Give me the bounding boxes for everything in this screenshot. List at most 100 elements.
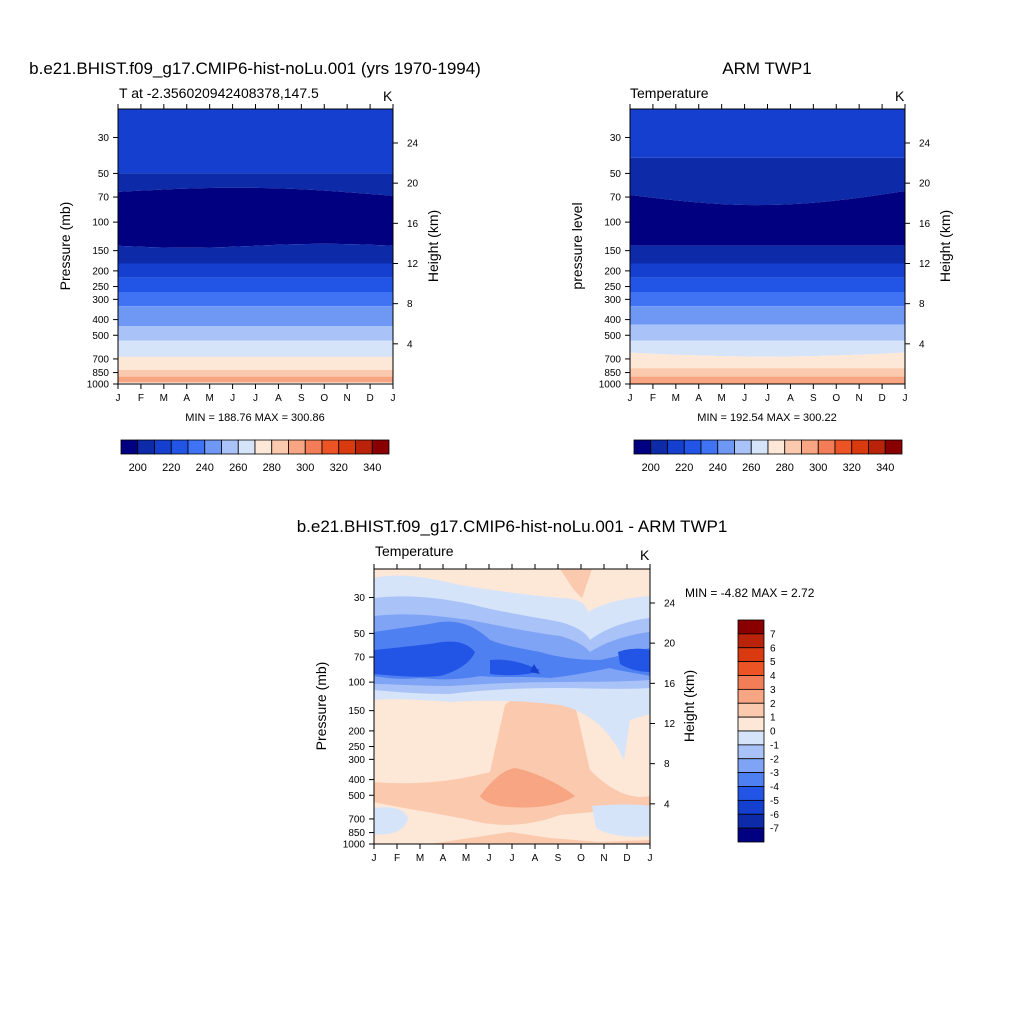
diff-colorbar-label: -5 [770,796,779,807]
y-tick-label: 700 [348,814,365,825]
panel-obs-ylabel-right: Height (km) [937,210,953,282]
diff-colorbar-swatch [737,730,765,746]
y-tick-label: 700 [604,354,621,365]
diff-colorbar-label: 3 [770,685,776,696]
contour-band [630,191,905,246]
y-right-tick-label: 8 [407,299,413,310]
x-tick-label: S [298,393,305,404]
colorbar-label: 220 [675,462,693,474]
diff-colorbar-swatch [737,744,765,760]
colorbar-swatch [667,439,685,455]
contour-band [630,352,905,369]
y-tick-label: 100 [348,678,365,689]
colorbar-swatch [700,439,719,455]
diff-colorbar-swatch [737,661,765,676]
diff-contour-0-lower-left [374,807,408,835]
colorbar-swatch [868,439,886,455]
panel-obs-contours [630,109,905,384]
y-right-tick-label: 12 [407,259,419,270]
panel-model-subtitle-right: K [383,88,393,104]
x-tick-label: F [138,393,144,404]
x-tick-label: M [672,393,680,404]
y-tick-label: 50 [354,629,366,640]
y-tick-label: 30 [354,593,366,604]
diff-colorbar-label: -7 [770,824,779,835]
y-tick-label: 200 [604,266,621,277]
colorbar-swatch [120,439,139,455]
y-tick-label: 70 [610,193,622,204]
x-tick-label: A [787,393,794,404]
diff-contour-minus4-east [618,648,650,672]
diff-colorbar-swatch [737,799,765,815]
contour-band [630,292,905,307]
x-tick-label: J [648,853,653,864]
diff-contour-minus4-mid [490,659,540,676]
contour-band [630,277,905,292]
y-tick-label: 400 [92,315,109,326]
contour-band [118,326,393,341]
diff-colorbar-label: 7 [770,629,776,640]
panel-obs-stats: MIN = 192.54 MAX = 300.22 [697,412,836,424]
y-right-tick-label: 16 [919,219,931,230]
diff-contour-plus3 [480,768,575,808]
y-tick-label: 300 [92,295,109,306]
x-tick-label: M [205,393,213,404]
colorbar-label: 340 [876,462,894,474]
diff-colorbar-swatch [737,633,765,649]
x-tick-label: F [650,393,656,404]
colorbar-swatch [154,439,172,455]
colorbar-swatch [237,439,256,455]
y-tick-label: 400 [348,775,365,786]
panel-model-subtitle-left: T at -2.356020942408378,147.5 [119,85,319,101]
panel-diff-colorbar: 7 6 5 4 3 2 1 0 -1 -2 -3 -4 -5 -6 -7 [737,619,779,843]
contour-band [118,277,393,292]
colorbar-label: 300 [296,462,314,474]
colorbar-label: 340 [363,462,381,474]
colorbar-swatch [801,439,819,455]
panel-obs-colorbar: 200 220 240 260 280 300 320 340 [633,439,903,474]
panel-obs: ARM TWP1 Temperature K J F M A M J J A S O N D J 30 50… [569,59,953,474]
y-tick-label: 1000 [343,840,366,851]
x-tick-label: O [832,393,840,404]
colorbar-swatch [170,439,189,455]
colorbar-label: 220 [162,462,180,474]
diff-colorbar-label: -2 [770,754,779,765]
x-tick-label: M [416,853,424,864]
x-tick-label: J [487,853,492,864]
colorbar-swatch [355,439,373,455]
panel-model-ylabel: Pressure (mb) [57,202,73,291]
y-right-tick-label: 8 [919,299,925,310]
diff-colorbar-label: 5 [770,657,776,668]
x-tick-label: A [695,393,702,404]
y-right-tick-label: 20 [407,179,419,190]
colorbar-label: 200 [129,462,147,474]
y-right-tick-label: 4 [664,799,670,810]
diff-contour-minus4 [374,641,475,677]
panel-model: b.e21.BHIST.f09_g17.CMIP6-hist-noLu.001 … [29,59,481,474]
y-tick-label: 1000 [87,380,110,391]
x-tick-label: D [623,853,630,864]
panel-diff-ylabel: Pressure (mb) [313,662,329,751]
colorbar-swatch [633,439,652,455]
contour-band [118,173,393,196]
diff-contour-minus5 [530,664,540,674]
diff-contour-0-lower-right [592,804,650,837]
panel-diff-contours [374,569,650,844]
contour-band [630,340,905,357]
y-tick-label: 250 [604,282,621,293]
x-tick-label: S [810,393,817,404]
colorbar-swatch [187,439,206,455]
x-tick-label: D [878,393,885,404]
x-tick-label: A [183,393,190,404]
contour-band [118,187,393,248]
y-tick-label: 70 [98,193,110,204]
panel-obs-axes: J F M A M J J A S O N D J 30 50 70 100 150 200 250 300 400 500… [599,104,931,404]
diff-colorbar-swatch [737,827,765,843]
colorbar-label: 240 [196,462,214,474]
diff-colorbar-label: -3 [770,768,779,779]
y-tick-label: 30 [98,133,110,144]
diff-colorbar-swatch [737,688,765,704]
y-tick-label: 50 [98,169,110,180]
diff-colorbar-swatch [737,813,765,829]
y-tick-label: 300 [348,755,365,766]
